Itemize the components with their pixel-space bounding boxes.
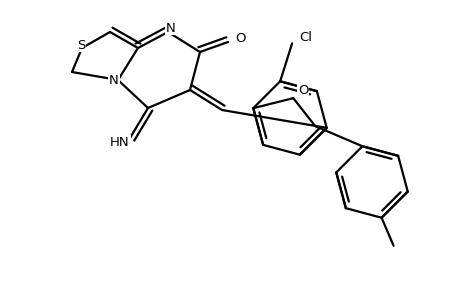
Text: HN: HN	[110, 136, 129, 148]
Text: O: O	[234, 32, 245, 44]
Text: O: O	[297, 84, 308, 97]
Text: S: S	[77, 38, 85, 52]
Text: N: N	[109, 74, 118, 86]
Text: N: N	[166, 22, 175, 34]
Text: Cl: Cl	[299, 31, 312, 44]
